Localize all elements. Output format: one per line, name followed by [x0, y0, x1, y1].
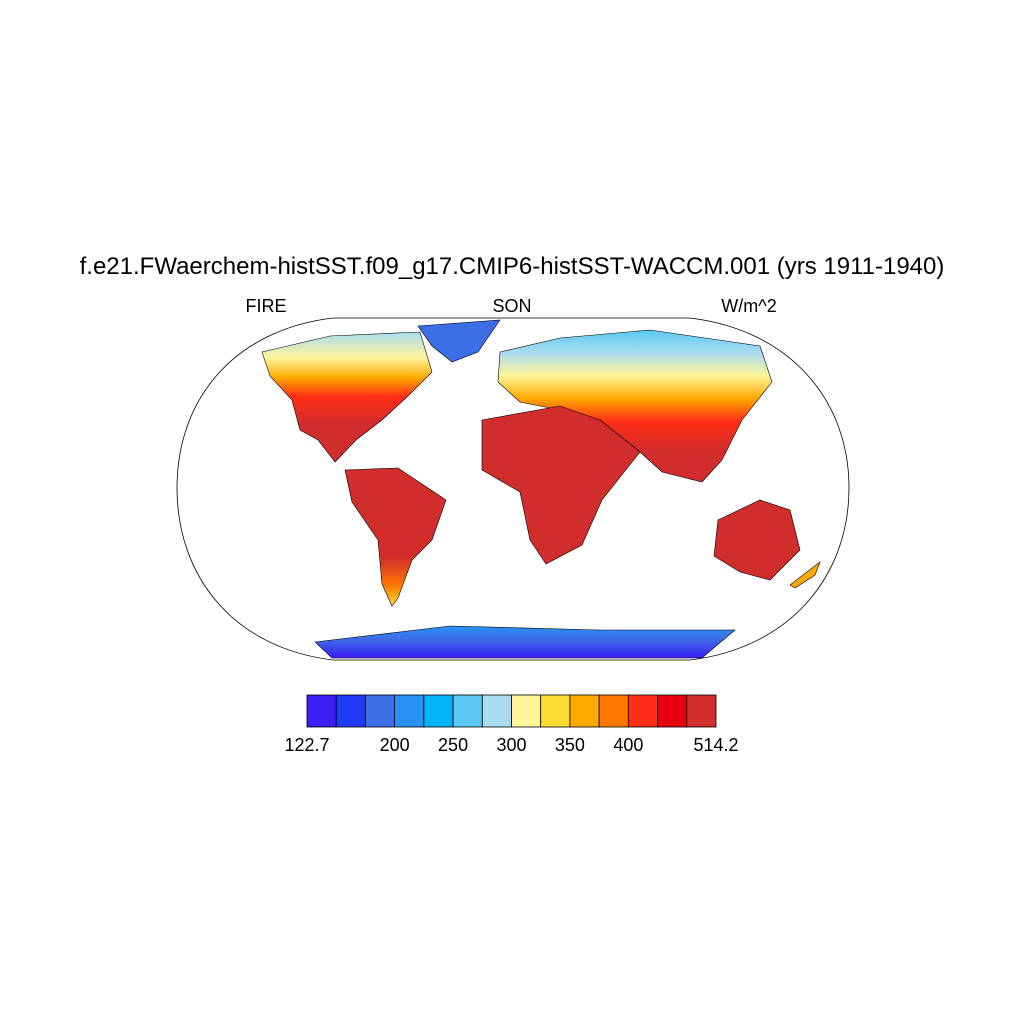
title: f.e21.FWaerchem-histSST.f09_g17.CMIP6-hi…	[80, 253, 945, 280]
colorbar-label: 300	[496, 735, 526, 755]
colorbar-label: 122.7	[284, 735, 329, 755]
colorbar-box	[335, 694, 366, 728]
colorbar-label: 400	[613, 735, 643, 755]
colorbar: 122.7 200 250 300 350 400 514.2	[284, 694, 739, 755]
north-america	[261, 331, 433, 463]
colorbar-label: 200	[380, 735, 410, 755]
colorbar-box	[306, 694, 337, 728]
colorbar-box	[627, 694, 658, 728]
colorbar-box	[481, 694, 512, 728]
colorbar-box	[365, 694, 396, 728]
colorbar-box	[423, 694, 454, 728]
colorbar-box	[452, 694, 483, 728]
left-label: FIRE	[245, 296, 286, 316]
antarctica	[314, 625, 736, 659]
center-label: SON	[492, 296, 531, 316]
eurasia	[497, 329, 773, 483]
colorbar-box	[569, 694, 600, 728]
colorbar-box	[394, 694, 425, 728]
africa	[481, 405, 641, 565]
colorbar-box	[598, 694, 629, 728]
colorbar-box	[540, 694, 571, 728]
map	[176, 317, 850, 661]
greenland	[417, 319, 501, 363]
colorbar-label: 514.2	[693, 735, 738, 755]
right-label: W/m^2	[721, 296, 776, 316]
australia	[713, 499, 801, 581]
new-zealand	[789, 561, 821, 589]
colorbar-box	[511, 694, 542, 728]
colorbar-box	[686, 694, 717, 728]
colorbar-box	[657, 694, 688, 728]
colorbar-label: 350	[555, 735, 585, 755]
colorbar-label: 250	[438, 735, 468, 755]
south-america	[344, 467, 447, 607]
